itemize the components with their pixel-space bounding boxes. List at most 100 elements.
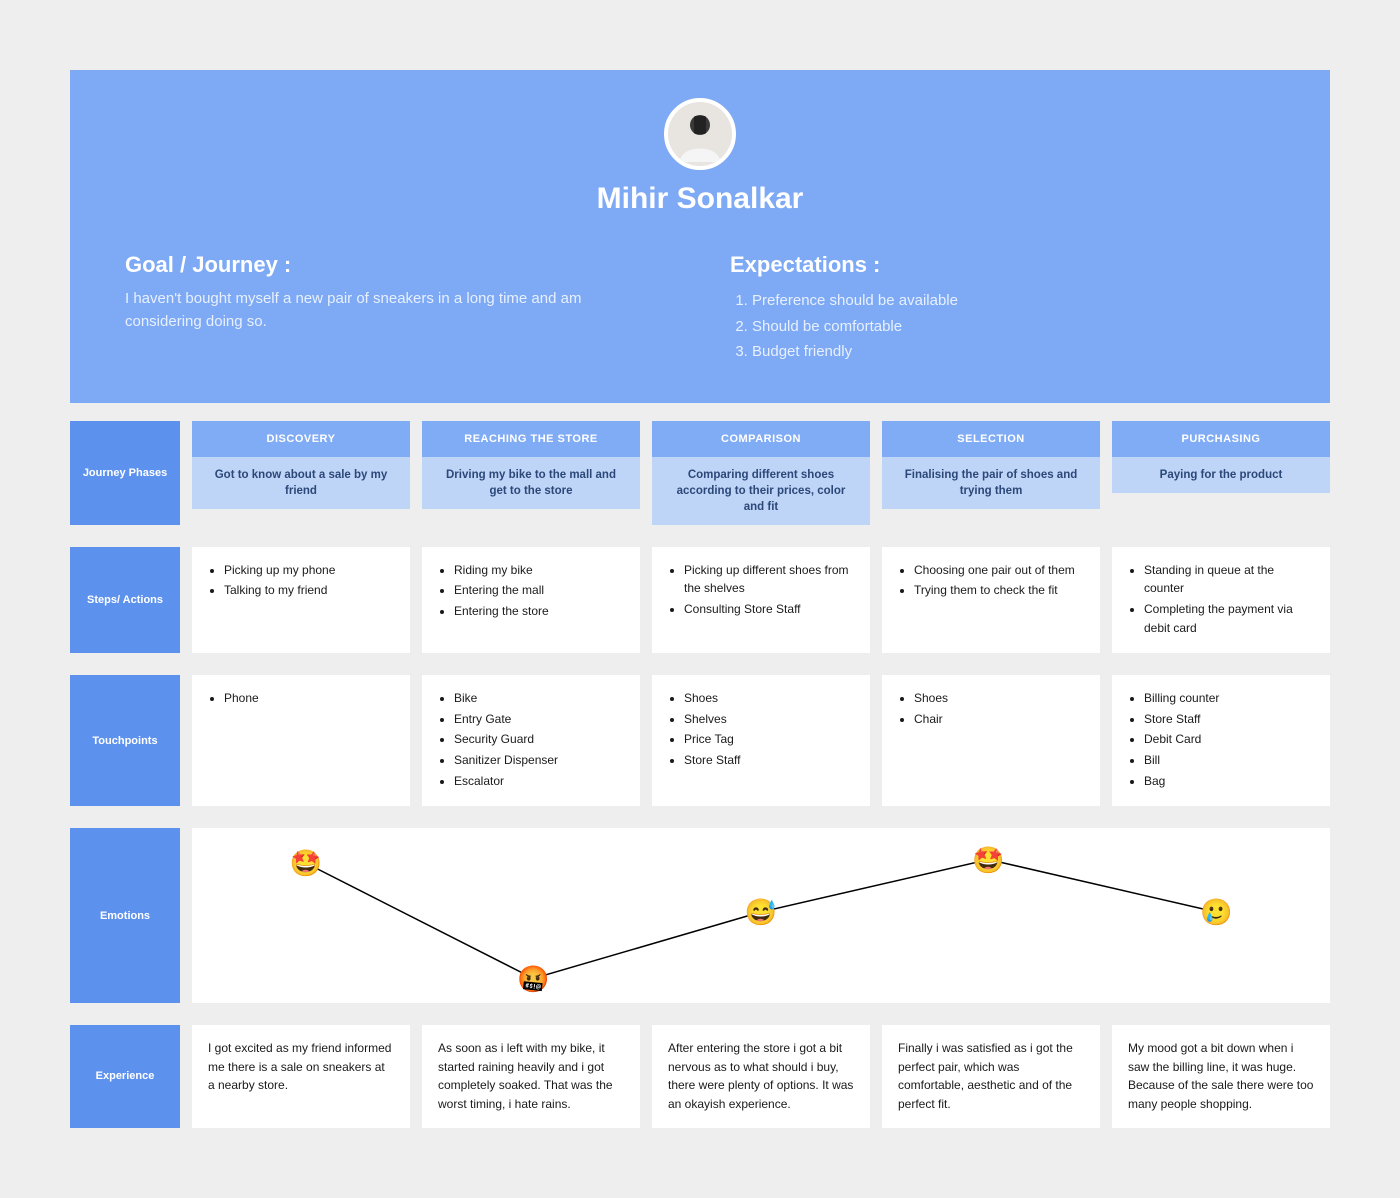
touchpoints-list: Shoes ShelvesPrice Tag Store Staff (668, 689, 854, 769)
list-item: Shelves (684, 710, 854, 729)
cell: As soon as i left with my bike, it start… (422, 1025, 640, 1127)
steps-list: Choosing one pair out of themTrying them… (898, 561, 1084, 600)
emotion-excited-icon: 🤩 (290, 850, 322, 876)
list-item: Entering the store (454, 602, 624, 621)
experience-text: Finally i was satisfied as i got the per… (882, 1025, 1100, 1127)
hero-banner: Mihir Sonalkar Goal / Journey : I haven'… (70, 70, 1330, 403)
cell: After entering the store i got a bit ner… (652, 1025, 870, 1127)
experience-text: My mood got a bit down when i saw the bi… (1112, 1025, 1330, 1127)
experience-text: As soon as i left with my bike, it start… (422, 1025, 640, 1127)
steps-list: Picking up different shoes from the shel… (668, 561, 854, 619)
cell: Finally i was satisfied as i got the per… (882, 1025, 1100, 1127)
phase-title: PURCHASING (1112, 421, 1330, 457)
row-label-touchpoints: Touchpoints (70, 675, 180, 806)
row-emotions: Emotions 🤩 🤬 😅 🤩 🥲 (70, 828, 1330, 1003)
persona-name: Mihir Sonalkar (125, 182, 1275, 216)
emotion-angry-icon: 🤬 (517, 966, 549, 992)
row-steps: Steps/ Actions Picking up my phoneTalkin… (70, 547, 1330, 653)
touchpoints-list: Billing counterStore StaffDebit CardBill… (1128, 689, 1314, 790)
list-item: Entry Gate (454, 710, 624, 729)
list-item: Choosing one pair out of them (914, 561, 1084, 580)
avatar-placeholder-icon (668, 102, 732, 166)
list-item: Security Guard (454, 730, 624, 749)
expectations-list: Preference should be availableShould be … (730, 288, 1275, 365)
list-item: Bill (1144, 751, 1314, 770)
list-item: Billing counter (1144, 689, 1314, 708)
goal-body: I haven't bought myself a new pair of sn… (125, 288, 605, 333)
list-item: Standing in queue at the counter (1144, 561, 1314, 598)
list-item: Chair (914, 710, 1084, 729)
cell: Choosing one pair out of themTrying them… (882, 547, 1100, 653)
goal-heading: Goal / Journey : (125, 252, 670, 278)
experience-text: After entering the store i got a bit ner… (652, 1025, 870, 1127)
row-touchpoints: Touchpoints Phone Bike Entry GateSecurity … (70, 675, 1330, 806)
list-item: Shoes (914, 689, 1084, 708)
row-label-experience: Experience (70, 1025, 180, 1127)
phase-column: COMPARISONComparing different shoes acco… (652, 421, 870, 525)
expectation-item: Should be comfortable (752, 314, 1275, 340)
expectation-item: Preference should be available (752, 288, 1275, 314)
expectations-section: Expectations : Preference should be avai… (730, 252, 1275, 365)
row-label-steps: Steps/ Actions (70, 547, 180, 653)
persona-avatar (664, 98, 736, 170)
row-experience: Experience I got excited as my friend in… (70, 1025, 1330, 1127)
steps-list: Riding my bikeEntering the mall Entering … (438, 561, 624, 621)
phase-title: COMPARISON (652, 421, 870, 457)
list-item: Picking up my phone (224, 561, 394, 580)
cell: Bike Entry GateSecurity Guard Sanitizer Di… (422, 675, 640, 806)
phase-column: DISCOVERYGot to know about a sale by my … (192, 421, 410, 525)
phase-title: DISCOVERY (192, 421, 410, 457)
list-item: Debit Card (1144, 730, 1314, 749)
cell: Picking up different shoes from the shel… (652, 547, 870, 653)
touchpoints-list: Bike Entry GateSecurity Guard Sanitizer Di… (438, 689, 624, 790)
journey-grid: Journey Phases DISCOVERYGot to know abou… (70, 421, 1330, 1128)
list-item: Riding my bike (454, 561, 624, 580)
phase-title: SELECTION (882, 421, 1100, 457)
emotion-nervous-icon: 😅 (745, 899, 777, 925)
list-item: Shoes (684, 689, 854, 708)
row-label-phases: Journey Phases (70, 421, 180, 525)
expectation-item: Budget friendly (752, 339, 1275, 365)
list-item: Sanitizer Dispenser (454, 751, 624, 770)
row-phases: Journey Phases DISCOVERYGot to know abou… (70, 421, 1330, 525)
phase-column: PURCHASINGPaying for the product (1112, 421, 1330, 525)
cell: Picking up my phoneTalking to my friend (192, 547, 410, 653)
row-label-emotions: Emotions (70, 828, 180, 1003)
phase-column: REACHING THE STOREDriving my bike to the… (422, 421, 640, 525)
list-item: Trying them to check the fit (914, 581, 1084, 600)
cell: Shoes ShelvesPrice Tag Store Staff (652, 675, 870, 806)
list-item: Store Staff (684, 751, 854, 770)
list-item: Entering the mall (454, 581, 624, 600)
list-item: Escalator (454, 772, 624, 791)
list-item: Phone (224, 689, 394, 708)
list-item: Consulting Store Staff (684, 600, 854, 619)
list-item: Completing the payment via debit card (1144, 600, 1314, 637)
journey-map: Mihir Sonalkar Goal / Journey : I haven'… (70, 70, 1330, 1128)
goal-section: Goal / Journey : I haven't bought myself… (125, 252, 670, 365)
emotions-chart: 🤩 🤬 😅 🤩 🥲 (192, 828, 1330, 1003)
list-item: Bag (1144, 772, 1314, 791)
cell: Phone (192, 675, 410, 806)
phase-subtitle: Got to know about a sale by my friend (192, 457, 410, 509)
expectations-heading: Expectations : (730, 252, 1275, 278)
list-item: Bike (454, 689, 624, 708)
cell: Billing counterStore StaffDebit CardBill… (1112, 675, 1330, 806)
emotion-excited-icon: 🤩 (972, 847, 1004, 873)
cell: I got excited as my friend informed me t… (192, 1025, 410, 1127)
phase-column: SELECTIONFinalising the pair of shoes an… (882, 421, 1100, 525)
touchpoints-list: Shoes Chair (898, 689, 1084, 728)
phase-subtitle: Finalising the pair of shoes and trying … (882, 457, 1100, 509)
cell: Standing in queue at the counterCompleti… (1112, 547, 1330, 653)
phase-subtitle: Driving my bike to the mall and get to t… (422, 457, 640, 509)
list-item: Price Tag (684, 730, 854, 749)
steps-list: Picking up my phoneTalking to my friend (208, 561, 394, 600)
phase-title: REACHING THE STORE (422, 421, 640, 457)
emotion-down-icon: 🥲 (1200, 899, 1232, 925)
phase-subtitle: Paying for the product (1112, 457, 1330, 493)
list-item: Talking to my friend (224, 581, 394, 600)
cell: Shoes Chair (882, 675, 1100, 806)
phase-subtitle: Comparing different shoes according to t… (652, 457, 870, 525)
cell: Riding my bikeEntering the mall Entering … (422, 547, 640, 653)
touchpoints-list: Phone (208, 689, 394, 708)
list-item: Picking up different shoes from the shel… (684, 561, 854, 598)
